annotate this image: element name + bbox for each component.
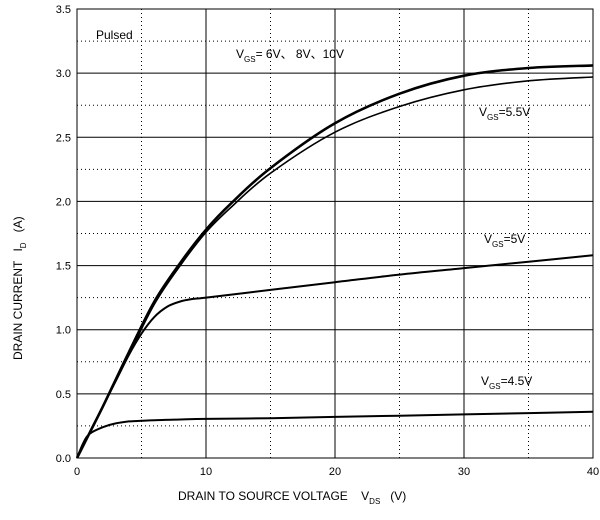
y-tick-label: 3.0 <box>56 68 71 80</box>
y-axis-symbol: I <box>11 248 25 251</box>
vgs-subscript: GS <box>492 240 504 249</box>
vgs-subscript: GS <box>487 113 499 122</box>
vgs-4-5-label: VGS=4.5V <box>481 374 532 391</box>
x-axis-unit: (V) <box>390 489 406 503</box>
plot-frame <box>76 8 594 459</box>
vgs-5-5-label: VGS=5.5V <box>479 105 530 122</box>
y-axis-subscript: D <box>19 242 28 248</box>
x-tick-label: 30 <box>458 466 470 478</box>
y-axis-title-text: DRAIN CURRENT <box>11 260 25 360</box>
y-axis-title: DRAIN CURRENT ID (A) <box>11 216 28 360</box>
vgs-6-8-10-label: VGS= 6V、 8V、10V <box>236 47 344 64</box>
y-tick-label: 2.5 <box>56 132 71 144</box>
vgs-symbol: V <box>479 105 487 119</box>
series-line-3 <box>76 254 594 459</box>
x-tick-label: 40 <box>587 466 599 478</box>
vgs-symbol: V <box>236 47 244 61</box>
x-axis-symbol: V <box>361 489 369 503</box>
x-tick-label: 0 <box>74 466 80 478</box>
x-axis-title: DRAIN TO SOURCE VOLTAGE VDS (V) <box>178 489 406 506</box>
vgs-subscript: GS <box>244 55 256 64</box>
x-axis-subscript: DS <box>369 497 380 506</box>
x-axis-title-text: DRAIN TO SOURCE VOLTAGE <box>178 489 348 503</box>
y-tick-labels: 0.0 0.5 1.0 1.5 2.0 2.5 3.0 3.5 <box>56 4 71 465</box>
y-tick-label: 0.5 <box>56 389 71 401</box>
y-tick-label: 1.5 <box>56 261 71 273</box>
vgs-4-5-value: =4.5V <box>501 374 533 388</box>
vgs-symbol: V <box>484 232 492 246</box>
vgs-subscript: GS <box>489 382 501 391</box>
y-tick-label: 0.0 <box>56 453 71 465</box>
y-tick-label: 1.0 <box>56 325 71 337</box>
vgs-6-8-10-values: = 6V、 8V、10V <box>256 47 344 61</box>
series-line-4 <box>76 410 594 459</box>
vgs-symbol: V <box>481 374 489 388</box>
vgs-5-value: =5V <box>504 232 526 246</box>
grid <box>77 9 593 458</box>
x-tick-label: 20 <box>329 466 341 478</box>
x-tick-labels: 0 10 20 30 40 <box>74 466 599 478</box>
y-axis-title-group: DRAIN CURRENT ID (A) <box>11 216 28 360</box>
x-tick-label: 10 <box>200 466 212 478</box>
pulsed-label: Pulsed <box>96 28 133 42</box>
series-lines <box>75 64 594 459</box>
vgs-5-5-value: =5.5V <box>499 105 531 119</box>
y-tick-label: 3.5 <box>56 4 71 16</box>
y-tick-label: 2.0 <box>56 196 71 208</box>
y-axis-unit: (A) <box>11 216 25 232</box>
vgs-5-label: VGS=5V <box>484 232 525 249</box>
